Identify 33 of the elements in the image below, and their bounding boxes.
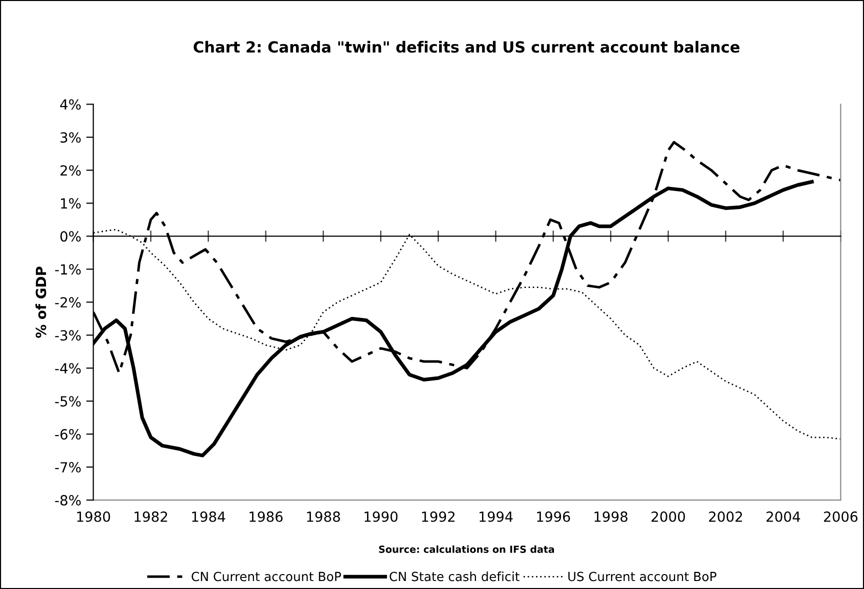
legend-label: US Current account BoP (568, 572, 716, 582)
y-tick-label: 2% (60, 165, 81, 176)
x-tick-label: 1984 (192, 511, 226, 522)
y-tick-label: -4% (55, 363, 81, 374)
y-tick-label: -8% (55, 495, 81, 506)
y-axis-title: % of GDP (35, 266, 46, 338)
y-tick-label: 4% (60, 99, 81, 110)
x-tick-label: 1980 (77, 511, 110, 522)
x-tick-label: 1990 (364, 511, 398, 522)
x-tick-label: 2002 (709, 511, 742, 522)
y-tick-label: 1% (61, 198, 81, 209)
y-tick-label: -2% (55, 297, 81, 308)
legend-label: CN State cash deficit (390, 572, 520, 582)
y-tick-label: -7% (55, 462, 81, 473)
x-tick-label: 1986 (250, 511, 283, 522)
source-note: Source: calculations on IFS data (379, 545, 554, 553)
y-tick-label: 0% (60, 231, 81, 242)
x-tick-label: 2004 (766, 511, 800, 522)
x-tick-label: 1982 (134, 511, 168, 522)
x-tick-label: 2000 (652, 511, 685, 522)
legend-label: CN Current account BoP (192, 572, 342, 582)
y-tick-label: -5% (55, 396, 81, 407)
x-tick-label: 1996 (537, 511, 570, 522)
x-tick-label: 1988 (307, 511, 340, 522)
chart-title: Chart 2: Canada "twin" deficits and US current account balance (194, 40, 740, 53)
y-tick-label: -1% (55, 264, 81, 275)
x-tick-label: 2006 (824, 511, 858, 522)
x-tick-label: 1998 (594, 511, 628, 522)
x-tick-label: 1994 (480, 511, 513, 522)
y-tick-label: 3% (60, 132, 81, 143)
x-tick-label: 1992 (422, 511, 455, 522)
y-tick-label: -3% (55, 330, 81, 341)
y-tick-label: -6% (55, 429, 81, 440)
